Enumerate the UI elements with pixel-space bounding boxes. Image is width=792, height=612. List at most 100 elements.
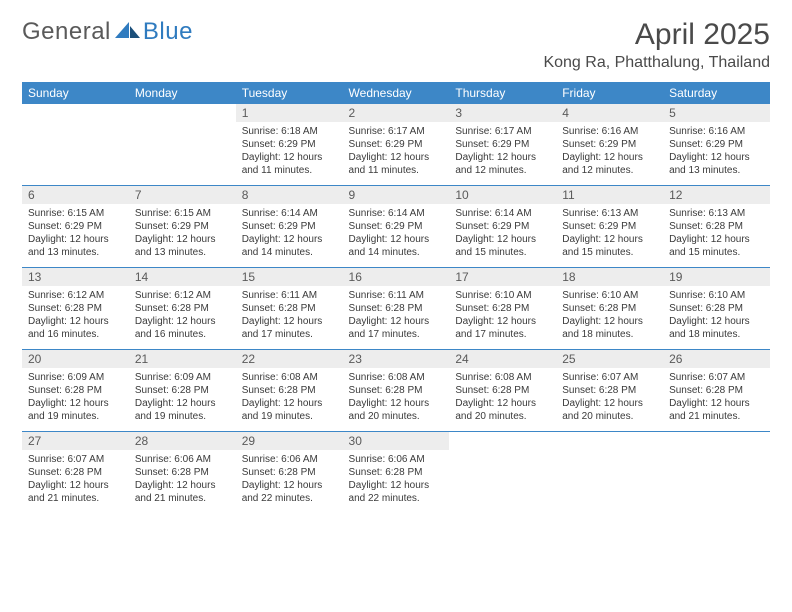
daylight-text: Daylight: 12 hours and 13 minutes. <box>135 233 230 259</box>
daylight-text: Daylight: 12 hours and 14 minutes. <box>242 233 337 259</box>
day-info: Sunrise: 6:12 AMSunset: 6:28 PMDaylight:… <box>129 286 236 349</box>
daylight-text: Daylight: 12 hours and 19 minutes. <box>135 397 230 423</box>
day-number: 18 <box>556 268 663 286</box>
day-number: 26 <box>663 350 770 368</box>
day-info: Sunrise: 6:11 AMSunset: 6:28 PMDaylight:… <box>343 286 450 349</box>
daylight-text: Daylight: 12 hours and 12 minutes. <box>562 151 657 177</box>
sunset-text: Sunset: 6:28 PM <box>242 384 337 397</box>
day-number: 23 <box>343 350 450 368</box>
day-info: Sunrise: 6:13 AMSunset: 6:28 PMDaylight:… <box>663 204 770 267</box>
day-number: 2 <box>343 104 450 122</box>
day-number: 25 <box>556 350 663 368</box>
brand-text-general: General <box>22 18 111 46</box>
calendar-day-cell: 13Sunrise: 6:12 AMSunset: 6:28 PMDayligh… <box>22 268 129 350</box>
day-number: 14 <box>129 268 236 286</box>
calendar-day-cell: 22Sunrise: 6:08 AMSunset: 6:28 PMDayligh… <box>236 350 343 432</box>
day-info: Sunrise: 6:14 AMSunset: 6:29 PMDaylight:… <box>236 204 343 267</box>
sunset-text: Sunset: 6:29 PM <box>28 220 123 233</box>
day-number: 27 <box>22 432 129 450</box>
sunrise-text: Sunrise: 6:12 AM <box>28 289 123 302</box>
calendar-day-cell: 27Sunrise: 6:07 AMSunset: 6:28 PMDayligh… <box>22 432 129 514</box>
calendar-day-cell: 12Sunrise: 6:13 AMSunset: 6:28 PMDayligh… <box>663 186 770 268</box>
sunset-text: Sunset: 6:29 PM <box>455 138 550 151</box>
weekday-header: Wednesday <box>343 82 450 104</box>
day-number: 21 <box>129 350 236 368</box>
day-info: Sunrise: 6:13 AMSunset: 6:29 PMDaylight:… <box>556 204 663 267</box>
calendar-day-cell: 28Sunrise: 6:06 AMSunset: 6:28 PMDayligh… <box>129 432 236 514</box>
day-number: 16 <box>343 268 450 286</box>
day-info: Sunrise: 6:08 AMSunset: 6:28 PMDaylight:… <box>449 368 556 431</box>
sunrise-text: Sunrise: 6:15 AM <box>135 207 230 220</box>
header-bar: General Blue April 2025 Kong Ra, Phattha… <box>22 18 770 72</box>
day-number: 19 <box>663 268 770 286</box>
daylight-text: Daylight: 12 hours and 14 minutes. <box>349 233 444 259</box>
calendar-day-cell: 29Sunrise: 6:06 AMSunset: 6:28 PMDayligh… <box>236 432 343 514</box>
calendar-day-cell: 1Sunrise: 6:18 AMSunset: 6:29 PMDaylight… <box>236 104 343 186</box>
brand-sail-icon <box>115 22 141 40</box>
sunset-text: Sunset: 6:28 PM <box>135 384 230 397</box>
sunrise-text: Sunrise: 6:12 AM <box>135 289 230 302</box>
day-number: 11 <box>556 186 663 204</box>
sunset-text: Sunset: 6:28 PM <box>135 302 230 315</box>
sunset-text: Sunset: 6:29 PM <box>349 220 444 233</box>
calendar-day-cell: .. <box>129 104 236 186</box>
sunset-text: Sunset: 6:28 PM <box>28 466 123 479</box>
day-info: Sunrise: 6:15 AMSunset: 6:29 PMDaylight:… <box>129 204 236 267</box>
sunset-text: Sunset: 6:29 PM <box>242 138 337 151</box>
sunrise-text: Sunrise: 6:10 AM <box>455 289 550 302</box>
calendar-week-row: 27Sunrise: 6:07 AMSunset: 6:28 PMDayligh… <box>22 432 770 514</box>
sunrise-text: Sunrise: 6:17 AM <box>349 125 444 138</box>
sunset-text: Sunset: 6:28 PM <box>349 384 444 397</box>
calendar-day-cell: 4Sunrise: 6:16 AMSunset: 6:29 PMDaylight… <box>556 104 663 186</box>
calendar-day-cell: .. <box>449 432 556 514</box>
sunrise-text: Sunrise: 6:08 AM <box>455 371 550 384</box>
day-info: Sunrise: 6:17 AMSunset: 6:29 PMDaylight:… <box>343 122 450 185</box>
sunrise-text: Sunrise: 6:09 AM <box>28 371 123 384</box>
sunrise-text: Sunrise: 6:17 AM <box>455 125 550 138</box>
sunset-text: Sunset: 6:29 PM <box>669 138 764 151</box>
calendar-day-cell: 23Sunrise: 6:08 AMSunset: 6:28 PMDayligh… <box>343 350 450 432</box>
daylight-text: Daylight: 12 hours and 13 minutes. <box>669 151 764 177</box>
sunset-text: Sunset: 6:28 PM <box>135 466 230 479</box>
calendar-week-row: 13Sunrise: 6:12 AMSunset: 6:28 PMDayligh… <box>22 268 770 350</box>
weekday-header: Thursday <box>449 82 556 104</box>
sunset-text: Sunset: 6:29 PM <box>349 138 444 151</box>
day-number: 9 <box>343 186 450 204</box>
sunrise-text: Sunrise: 6:14 AM <box>349 207 444 220</box>
calendar-day-cell: 2Sunrise: 6:17 AMSunset: 6:29 PMDaylight… <box>343 104 450 186</box>
day-info: Sunrise: 6:16 AMSunset: 6:29 PMDaylight:… <box>663 122 770 185</box>
day-number: 22 <box>236 350 343 368</box>
calendar-table: SundayMondayTuesdayWednesdayThursdayFrid… <box>22 82 770 513</box>
calendar-body: ....1Sunrise: 6:18 AMSunset: 6:29 PMDayl… <box>22 104 770 513</box>
day-info: Sunrise: 6:06 AMSunset: 6:28 PMDaylight:… <box>129 450 236 513</box>
sunset-text: Sunset: 6:28 PM <box>669 220 764 233</box>
day-number: 20 <box>22 350 129 368</box>
sunrise-text: Sunrise: 6:14 AM <box>455 207 550 220</box>
daylight-text: Daylight: 12 hours and 11 minutes. <box>349 151 444 177</box>
calendar-day-cell: 5Sunrise: 6:16 AMSunset: 6:29 PMDaylight… <box>663 104 770 186</box>
daylight-text: Daylight: 12 hours and 18 minutes. <box>562 315 657 341</box>
calendar-day-cell: .. <box>22 104 129 186</box>
day-info: Sunrise: 6:08 AMSunset: 6:28 PMDaylight:… <box>343 368 450 431</box>
calendar-day-cell: 26Sunrise: 6:07 AMSunset: 6:28 PMDayligh… <box>663 350 770 432</box>
calendar-day-cell: 30Sunrise: 6:06 AMSunset: 6:28 PMDayligh… <box>343 432 450 514</box>
daylight-text: Daylight: 12 hours and 22 minutes. <box>349 479 444 505</box>
daylight-text: Daylight: 12 hours and 16 minutes. <box>135 315 230 341</box>
sunrise-text: Sunrise: 6:13 AM <box>562 207 657 220</box>
sunrise-text: Sunrise: 6:08 AM <box>349 371 444 384</box>
day-info: Sunrise: 6:12 AMSunset: 6:28 PMDaylight:… <box>22 286 129 349</box>
day-number: 3 <box>449 104 556 122</box>
day-number: 28 <box>129 432 236 450</box>
day-number: 10 <box>449 186 556 204</box>
sunrise-text: Sunrise: 6:07 AM <box>669 371 764 384</box>
daylight-text: Daylight: 12 hours and 21 minutes. <box>135 479 230 505</box>
calendar-day-cell: 25Sunrise: 6:07 AMSunset: 6:28 PMDayligh… <box>556 350 663 432</box>
calendar-day-cell: 15Sunrise: 6:11 AMSunset: 6:28 PMDayligh… <box>236 268 343 350</box>
brand-text-blue: Blue <box>143 18 193 46</box>
calendar-day-cell: 3Sunrise: 6:17 AMSunset: 6:29 PMDaylight… <box>449 104 556 186</box>
day-info: Sunrise: 6:11 AMSunset: 6:28 PMDaylight:… <box>236 286 343 349</box>
day-number: 17 <box>449 268 556 286</box>
sunrise-text: Sunrise: 6:13 AM <box>669 207 764 220</box>
daylight-text: Daylight: 12 hours and 19 minutes. <box>242 397 337 423</box>
daylight-text: Daylight: 12 hours and 15 minutes. <box>669 233 764 259</box>
